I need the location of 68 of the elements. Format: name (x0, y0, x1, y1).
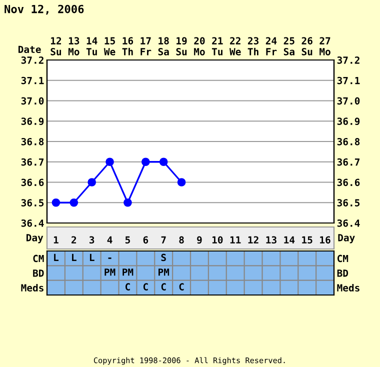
x-tick-label: 8 (179, 236, 184, 244)
x-tick-label: 14 Tu (86, 37, 98, 56)
y-tick-label: 37.1 (21, 76, 44, 84)
point (88, 178, 96, 186)
x-tick-label: 17 Fr (140, 37, 152, 56)
y-tick-label: 37.2 (21, 56, 44, 64)
text: Day (338, 234, 355, 244)
text: PM (122, 268, 134, 276)
x-tick-label: 24 Fr (266, 37, 277, 56)
y-tick-label: 36.7 (21, 158, 44, 166)
x-tick-label: 9 (197, 236, 202, 244)
x-tick-label: 4 (107, 236, 112, 244)
text: C (143, 283, 148, 290)
x-tick-label: 16 Th (122, 37, 134, 56)
text: C (126, 283, 130, 290)
point (124, 198, 132, 207)
x-tick-label: 7 (161, 236, 166, 244)
text: S (161, 254, 166, 262)
x-tick-label: 18 Sa (158, 37, 169, 56)
x-tick-label: 26 Su (302, 37, 312, 56)
y-tick-label: Meds (337, 284, 360, 292)
x-tick-label: 6 (143, 236, 148, 244)
x-tick-label: 16 (320, 236, 330, 244)
text: C (179, 283, 184, 290)
y-tick-label: 36.6 (21, 178, 44, 186)
x-tick-label: 12 Su (50, 37, 62, 56)
x-axis-title: Day (26, 234, 44, 244)
y-tick-label: 36.5 (21, 199, 44, 206)
text: PM (158, 268, 170, 276)
x-tick-label: 20 Mo (194, 37, 205, 56)
x-tick-label: 11 (230, 236, 241, 244)
text: L (72, 254, 76, 262)
x-tick-label: 14 (284, 236, 295, 244)
x-tick-label: 23 Th (248, 37, 259, 56)
point (70, 198, 78, 207)
text: PM (104, 268, 116, 276)
text: L (54, 254, 59, 262)
x-tick-label: 15 We (104, 37, 116, 56)
x-tick-label: 2 (72, 236, 76, 244)
point (141, 158, 150, 166)
x-tick-label: 12 (248, 236, 258, 244)
text: L (90, 254, 94, 262)
x-tick-label: 15 (302, 236, 312, 244)
x-axis-title: Date (18, 46, 41, 54)
chart-title: Nov 12, 2006 (4, 4, 84, 15)
x-tick-label: 13 Mo (68, 37, 80, 56)
x-tick-label: 3 (90, 236, 94, 244)
point (159, 158, 168, 166)
y-tick-label: 36.9 (21, 118, 44, 126)
x-tick-label: 10 (212, 236, 223, 244)
x-tick-label: 21 Tu (212, 37, 223, 56)
text: C (161, 283, 166, 290)
x-tick-label: 5 (125, 236, 130, 244)
y-tick-label: 36.4 (21, 219, 44, 227)
point (52, 198, 60, 207)
x-tick-label: 1 (54, 236, 58, 244)
point (177, 178, 186, 186)
y-tick-label: CM (338, 254, 348, 262)
y-tick-label: 36.8 (21, 138, 44, 146)
x-tick-label: 19 Su (176, 37, 187, 56)
x-tick-label: 27 Mo (320, 37, 330, 56)
x-tick-label: 13 (266, 236, 276, 244)
y-tick-label: BD (337, 270, 348, 277)
y-tick-label: 37.0 (21, 97, 44, 105)
point (106, 158, 114, 166)
x-tick-label: 25 Sa (284, 37, 294, 56)
text: - (108, 258, 112, 259)
x-tick-label: 22 We (229, 37, 241, 56)
